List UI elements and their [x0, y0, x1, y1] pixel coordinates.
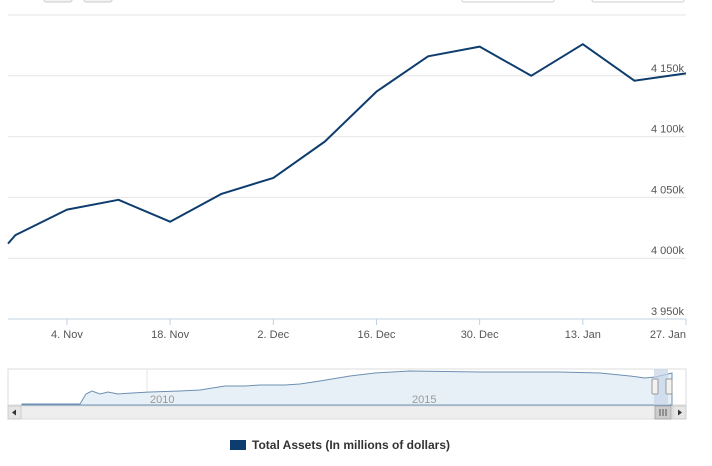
scrollbar-track[interactable]: [7, 405, 687, 420]
series-line-total-assets: [7, 43, 687, 245]
y-tick-label: 4 050k: [651, 184, 685, 196]
y-tick-label: 4 100k: [651, 124, 685, 136]
y-tick-label: 4 000k: [651, 245, 685, 257]
date-from-input[interactable]: [461, 0, 555, 3]
x-tick-label: 4. Nov: [51, 329, 83, 341]
y-tick-label: 3 950k: [651, 306, 685, 318]
x-tick-label: 2. Dec: [257, 329, 289, 341]
legend-label: Total Assets (In millions of dollars): [252, 438, 451, 452]
x-tick-label: 27. Jan: [650, 329, 686, 341]
navigator-label-2010: 2010: [150, 394, 174, 406]
grip-icon: [659, 409, 667, 416]
navigator-label-2015: 2015: [412, 394, 436, 406]
scrollbar[interactable]: [7, 405, 687, 420]
range-button[interactable]: [43, 0, 73, 3]
navigator[interactable]: 2010 2015: [7, 368, 687, 406]
x-tick-label: 16. Dec: [358, 329, 396, 341]
x-tick-label: 13. Jan: [565, 329, 601, 341]
x-tick-label: 30. Dec: [461, 329, 499, 341]
y-axis: 3 950k 4 000k 4 050k 4 100k 4 150k: [651, 63, 685, 318]
arrow-right-icon: [678, 409, 682, 416]
x-axis: 4. Nov 18. Nov 2. Dec 16. Dec 30. Dec 13. Jan…: [51, 319, 687, 341]
navigator-left-handle[interactable]: [651, 378, 659, 395]
navigator-right-handle[interactable]: [665, 378, 673, 395]
x-tick-label: 18. Nov: [151, 329, 189, 341]
legend-swatch: [230, 440, 246, 450]
date-to-input[interactable]: [591, 0, 685, 3]
navigator-series-area: [21, 370, 673, 406]
y-tick-label: 4 150k: [651, 63, 685, 75]
legend[interactable]: Total Assets (In millions of dollars): [230, 438, 450, 452]
navigator-selected-range[interactable]: [654, 369, 668, 405]
range-button[interactable]: [83, 0, 113, 3]
grid-lines: [8, 14, 686, 320]
arrow-left-icon: [12, 409, 16, 416]
